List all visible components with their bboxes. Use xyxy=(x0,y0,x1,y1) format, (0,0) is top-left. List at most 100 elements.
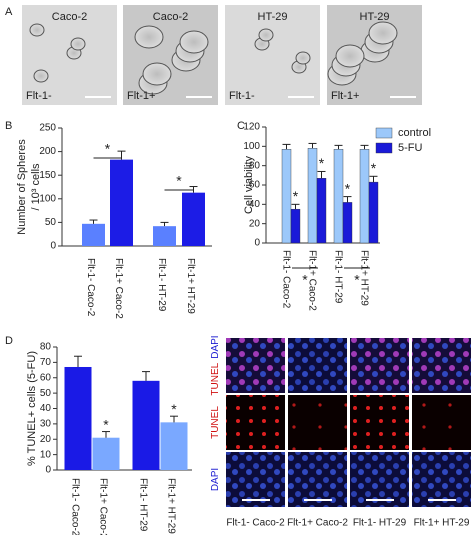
bar xyxy=(132,380,160,470)
bar xyxy=(82,223,105,246)
stain-name: DAPI xyxy=(210,335,221,358)
legend-swatch xyxy=(375,127,393,139)
y-tick-label: 200 xyxy=(39,146,56,157)
y-tick-label: 80 xyxy=(249,160,261,171)
bar xyxy=(153,226,176,246)
y-tick-label: 250 xyxy=(39,123,56,134)
bar xyxy=(368,181,379,244)
annotation: * xyxy=(103,416,109,432)
y-axis-label: % TUNEL+ cells (5-FU) xyxy=(26,351,38,466)
annotation: * xyxy=(105,141,111,157)
sphere xyxy=(142,62,172,86)
sphere xyxy=(134,25,164,49)
image-title: Caco-2 xyxy=(52,11,87,23)
x-tick-label: Flt-1+ Caco-2 xyxy=(113,258,124,319)
y-tick-label: 120 xyxy=(243,122,260,133)
micrograph xyxy=(288,338,347,393)
image-caption: Flt-1+ xyxy=(331,90,359,102)
y-tick-label: 100 xyxy=(39,193,56,204)
micrograph xyxy=(412,395,471,450)
y-tick-label: 80 xyxy=(40,342,52,353)
bar xyxy=(333,149,344,244)
panel-label: C xyxy=(237,120,245,132)
micrograph xyxy=(412,338,471,393)
y-tick-label: 0 xyxy=(254,238,260,249)
legend-label: control xyxy=(398,127,431,139)
column-label: Flt-1+ HT-29 xyxy=(414,518,470,529)
annotation: * xyxy=(293,188,299,204)
row-label: TUNEL DAPI xyxy=(210,335,221,395)
bar xyxy=(359,149,370,244)
bar xyxy=(307,148,318,244)
x-tick-label: Flt-1- HT-29 xyxy=(332,250,343,304)
y-tick-label: 0 xyxy=(45,465,51,476)
image-title: HT-29 xyxy=(360,11,390,23)
panel-label: B xyxy=(5,120,12,132)
image-caption: Flt-1- xyxy=(229,90,255,102)
micrograph xyxy=(350,338,409,393)
annotation: * xyxy=(171,401,177,417)
image-title: Caco-2 xyxy=(153,11,188,23)
y-tick-label: 50 xyxy=(40,388,52,399)
image-caption: Flt-1- xyxy=(26,90,52,102)
micrograph xyxy=(412,452,471,507)
y-tick-label: 20 xyxy=(249,218,261,229)
x-tick-label: Flt-1+ HT-29 xyxy=(165,478,176,534)
sphere xyxy=(29,23,45,37)
bar xyxy=(281,149,292,244)
image-caption: Flt-1+ xyxy=(127,90,155,102)
bar xyxy=(160,422,188,470)
bar xyxy=(290,208,301,244)
sphere xyxy=(368,21,398,45)
micrograph xyxy=(350,452,409,507)
x-tick-label: Flt-1+ HT-29 xyxy=(358,250,369,306)
y-tick-label: 50 xyxy=(45,217,57,228)
x-tick-label: Flt-1- HT-29 xyxy=(156,258,167,312)
y-axis-label: Cell viability xyxy=(243,155,255,214)
annotation: * xyxy=(302,272,308,288)
micrograph xyxy=(226,395,285,450)
stain-name: TUNEL xyxy=(210,406,221,439)
x-tick-label: Flt-1+ Caco-2 xyxy=(97,478,108,535)
micrograph xyxy=(226,338,285,393)
annotation: * xyxy=(345,180,351,196)
sphere xyxy=(70,37,86,51)
y-tick-label: 20 xyxy=(40,434,52,445)
stain-name: TUNEL xyxy=(210,362,221,395)
row-label: DAPI xyxy=(210,468,221,491)
micrograph xyxy=(350,395,409,450)
sphere xyxy=(33,69,49,83)
panel-label: A xyxy=(5,6,13,18)
y-tick-label: 70 xyxy=(40,357,52,368)
annotation: * xyxy=(176,173,182,189)
sphere xyxy=(335,44,365,68)
y-axis-label: / 10³ cells xyxy=(30,163,42,211)
bar xyxy=(342,202,353,244)
y-axis-label: Number of Spheres xyxy=(16,139,28,235)
x-tick-label: Flt-1- Caco-2 xyxy=(280,250,291,309)
annotation: * xyxy=(371,160,377,176)
y-tick-label: 0 xyxy=(50,241,56,252)
x-tick-label: Flt-1+ Caco-2 xyxy=(306,250,317,311)
annotation: * xyxy=(319,155,325,171)
micrograph xyxy=(288,452,347,507)
panel-label: D xyxy=(5,335,13,347)
bar xyxy=(182,192,205,246)
stain-name: DAPI xyxy=(210,468,221,491)
image-title: HT-29 xyxy=(258,11,288,23)
sphere xyxy=(258,28,274,42)
bar xyxy=(92,437,120,470)
y-tick-label: 100 xyxy=(243,141,260,152)
column-label: Flt-1+ Caco-2 xyxy=(287,518,348,529)
micrograph xyxy=(288,395,347,450)
row-label: TUNEL xyxy=(210,406,221,439)
y-tick-label: 10 xyxy=(40,449,52,460)
sphere xyxy=(295,51,311,65)
x-tick-label: Flt-1+ HT-29 xyxy=(185,258,196,314)
bar xyxy=(110,159,133,246)
legend-swatch xyxy=(375,142,393,154)
micrograph xyxy=(226,452,285,507)
y-tick-label: 40 xyxy=(249,199,261,210)
y-tick-label: 60 xyxy=(249,180,261,191)
